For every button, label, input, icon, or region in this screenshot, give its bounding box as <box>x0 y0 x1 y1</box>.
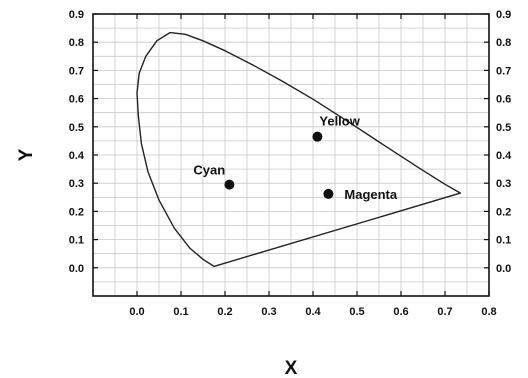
point-label-magenta: Magenta <box>344 187 398 202</box>
point-label-cyan: Cyan <box>193 163 225 178</box>
y-tick-label-right: 0.4 <box>496 150 512 162</box>
y-tick-label-right: 0.0 <box>496 263 511 275</box>
x-tick-label: 0.1 <box>173 306 188 318</box>
y-tick-label-right: 0.6 <box>496 94 511 106</box>
y-tick-label-left: 0.0 <box>69 263 84 275</box>
x-tick-label: 0.0 <box>129 306 144 318</box>
x-tick-label: 0.7 <box>437 306 452 318</box>
spectral-locus-layer <box>136 31 462 268</box>
y-tick-label-left: 0.2 <box>69 206 84 218</box>
point-label-yellow: Yellow <box>319 114 360 129</box>
y-tick-label-right: 0.1 <box>496 235 511 247</box>
y-tick-label-right: 0.2 <box>496 206 511 218</box>
x-tick-label: 0.6 <box>393 306 408 318</box>
y-tick-label-left: 0.9 <box>69 9 84 21</box>
x-tick-label: 0.4 <box>305 306 321 318</box>
x-tick-label: 0.5 <box>349 306 364 318</box>
y-tick-label-right: 0.9 <box>496 9 511 21</box>
y-tick-label-left: 0.3 <box>69 178 84 190</box>
ticks: 0.0 0.1 0.2 0.3 0.4 0.5 0.6 0.7 0.8 0.0 0.0 0.1 0.1 0… <box>69 9 512 318</box>
y-tick-label-left: 0.7 <box>69 65 84 77</box>
x-tick-label: 0.8 <box>481 306 496 318</box>
spectral-locus <box>136 31 462 268</box>
x-tick-label: 0.2 <box>217 306 232 318</box>
y-tick-label-left: 0.6 <box>69 94 84 106</box>
y-tick-label-left: 0.8 <box>69 37 84 49</box>
x-tick-label: 0.3 <box>261 306 276 318</box>
data-point-cyan <box>224 179 235 190</box>
y-tick-label-right: 0.3 <box>496 178 511 190</box>
grid <box>92 13 490 297</box>
y-tick-label-left: 0.5 <box>69 122 84 134</box>
y-tick-label-left: 0.4 <box>69 150 85 162</box>
x-axis-title: X <box>285 358 298 378</box>
y-tick-label-right: 0.7 <box>496 65 511 77</box>
data-point-magenta <box>323 188 334 199</box>
data-points: Yellow Cyan Magenta <box>193 114 398 202</box>
y-tick-label-right: 0.8 <box>496 37 511 49</box>
y-axis-title: Y <box>16 148 37 161</box>
data-point-yellow <box>312 131 323 142</box>
y-tick-label-left: 0.1 <box>69 235 84 247</box>
y-tick-label-right: 0.5 <box>496 122 511 134</box>
